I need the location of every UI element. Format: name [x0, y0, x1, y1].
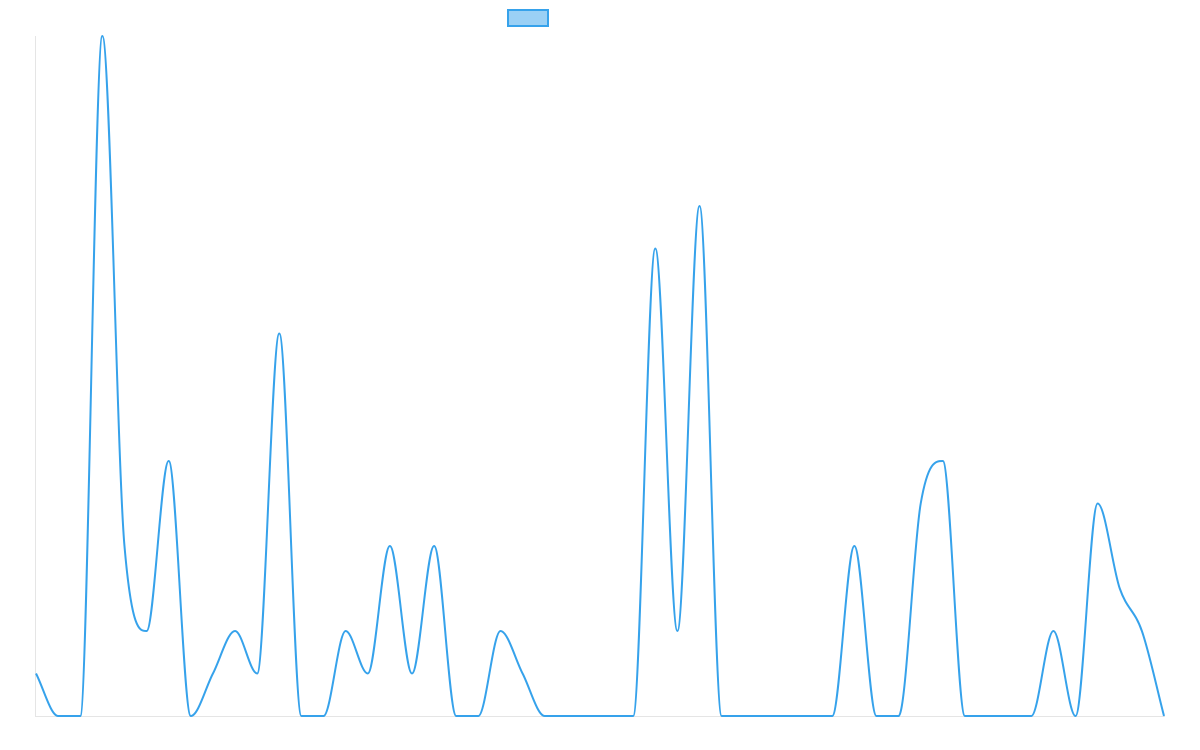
data-point[interactable] — [77, 713, 83, 719]
data-point[interactable] — [365, 671, 371, 677]
data-point[interactable] — [807, 713, 813, 719]
data-point[interactable] — [896, 713, 902, 719]
data-point[interactable] — [409, 671, 415, 677]
data-point[interactable] — [475, 713, 481, 719]
data-point[interactable] — [276, 331, 282, 337]
data-point[interactable] — [873, 713, 879, 719]
data-point[interactable] — [321, 713, 327, 719]
data-point[interactable] — [1050, 628, 1056, 634]
data-point[interactable] — [166, 458, 172, 464]
data-point[interactable] — [453, 713, 459, 719]
data-point[interactable] — [1139, 628, 1145, 634]
data-point[interactable] — [55, 713, 61, 719]
data-point[interactable] — [188, 713, 194, 719]
data-point[interactable] — [1117, 586, 1123, 592]
series-layer — [33, 33, 1167, 719]
series-line[interactable] — [35, 35, 1165, 717]
data-point[interactable] — [33, 671, 39, 677]
data-point[interactable] — [232, 628, 238, 634]
data-point[interactable] — [1073, 713, 1079, 719]
data-point[interactable] — [144, 628, 150, 634]
data-point[interactable] — [763, 713, 769, 719]
data-point[interactable] — [586, 713, 592, 719]
data-point[interactable] — [298, 713, 304, 719]
data-point[interactable] — [542, 713, 548, 719]
data-point[interactable] — [1028, 713, 1034, 719]
data-point[interactable] — [1006, 713, 1012, 719]
data-point[interactable] — [564, 713, 570, 719]
legend[interactable] — [507, 9, 549, 27]
data-point[interactable] — [608, 713, 614, 719]
data-point[interactable] — [851, 543, 857, 549]
data-point[interactable] — [829, 713, 835, 719]
data-point[interactable] — [630, 713, 636, 719]
data-point[interactable] — [785, 713, 791, 719]
data-point[interactable] — [497, 628, 503, 634]
data-point[interactable] — [1095, 501, 1101, 507]
data-point[interactable] — [343, 628, 349, 634]
data-point[interactable] — [652, 246, 658, 252]
data-point[interactable] — [962, 713, 968, 719]
data-point[interactable] — [984, 713, 990, 719]
data-point[interactable] — [719, 713, 725, 719]
data-point[interactable] — [431, 543, 437, 549]
data-point[interactable] — [674, 628, 680, 634]
data-point[interactable] — [254, 671, 260, 677]
data-point[interactable] — [741, 713, 747, 719]
data-point[interactable] — [1161, 713, 1167, 719]
legend-swatch[interactable] — [507, 9, 549, 27]
data-point[interactable] — [918, 501, 924, 507]
data-point[interactable] — [520, 671, 526, 677]
data-point[interactable] — [940, 458, 946, 464]
data-point[interactable] — [121, 543, 127, 549]
data-point[interactable] — [210, 671, 216, 677]
data-point[interactable] — [99, 33, 105, 39]
data-point[interactable] — [697, 203, 703, 209]
data-point[interactable] — [387, 543, 393, 549]
